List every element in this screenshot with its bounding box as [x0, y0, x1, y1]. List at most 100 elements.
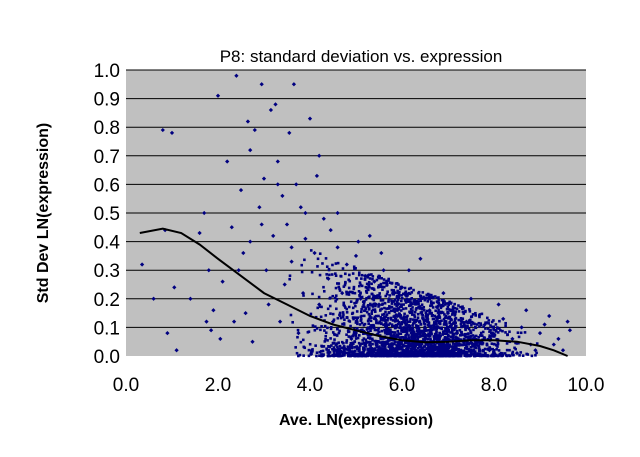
dense-point-2522: [384, 340, 388, 344]
dense-point-1904: [395, 348, 399, 352]
dense-point-911: [474, 311, 477, 315]
dense-point-1400: [356, 336, 360, 340]
dense-point-2061: [367, 288, 370, 292]
dense-point-1226: [346, 353, 350, 357]
dense-point-1122: [387, 277, 390, 281]
dense-point-2586: [416, 338, 420, 341]
dense-point-2336: [332, 332, 336, 336]
dense-point-1880: [406, 300, 410, 303]
dense-point-334: [315, 351, 319, 355]
data-point-45: [294, 182, 299, 187]
dense-point-935: [329, 327, 333, 331]
dense-point-628: [372, 298, 376, 302]
dense-point-448: [486, 337, 490, 341]
dense-point-2579: [338, 350, 342, 354]
dense-point-1528: [334, 299, 337, 303]
dense-point-1297: [436, 306, 439, 309]
dense-point-1822: [363, 275, 367, 278]
dense-point-1847: [478, 352, 482, 356]
dense-point-59: [349, 324, 352, 328]
dense-point-1817: [374, 304, 377, 308]
dense-point-2346: [404, 290, 408, 294]
dense-point-1900: [461, 351, 464, 355]
dense-point-657: [376, 329, 380, 332]
dense-point-426: [455, 329, 459, 333]
dense-point-177: [336, 316, 340, 320]
dense-point-1234: [376, 275, 380, 279]
dense-point-2597: [374, 295, 377, 298]
dense-point-1254: [453, 314, 457, 317]
dense-point-691: [426, 337, 430, 341]
dense-point-1856: [383, 315, 386, 319]
dense-point-2135: [443, 345, 447, 349]
dense-point-1641: [359, 318, 363, 321]
dense-point-2452: [355, 320, 359, 324]
dense-point-746: [412, 299, 416, 303]
dense-point-2070: [318, 305, 322, 308]
dense-point-2409: [288, 274, 292, 278]
dense-point-1763: [391, 319, 395, 322]
dense-point-2394: [309, 312, 313, 316]
dense-point-2053: [457, 337, 460, 340]
dense-point-1535: [417, 290, 421, 294]
data-point-116: [542, 322, 547, 327]
dense-point-1534: [459, 354, 463, 358]
dense-point-1753: [395, 305, 398, 308]
dense-point-1594: [346, 345, 350, 349]
dense-point-901: [394, 315, 397, 319]
dense-point-23: [381, 288, 384, 291]
dense-point-1696: [345, 339, 349, 342]
dense-point-872: [353, 267, 356, 271]
dense-point-610: [402, 307, 405, 311]
dense-point-216: [468, 321, 472, 325]
dense-point-1213: [387, 307, 391, 310]
dense-point-1023: [371, 337, 374, 341]
data-point-20: [231, 319, 237, 324]
dense-point-997: [366, 274, 370, 277]
dense-point-2462: [521, 354, 525, 357]
dense-point-2598: [377, 340, 381, 343]
dense-point-259: [407, 287, 411, 291]
dense-point-1597: [457, 351, 460, 354]
dense-point-1702: [364, 338, 368, 342]
dense-point-2542: [396, 341, 400, 344]
dense-point-1045: [419, 345, 423, 349]
dense-point-83: [383, 317, 386, 320]
dense-point-1678: [352, 265, 356, 269]
dense-point-2511: [338, 347, 341, 351]
dense-point-1653: [327, 349, 330, 352]
dense-point-988: [433, 295, 437, 298]
dense-point-2243: [311, 292, 314, 296]
dense-point-393: [358, 323, 362, 326]
dense-point-2550: [458, 328, 462, 332]
dense-point-1657: [427, 332, 430, 336]
dense-point-1728: [467, 319, 471, 322]
dense-point-2032: [455, 336, 458, 340]
dense-point-125: [408, 329, 412, 332]
dense-point-1494: [362, 314, 366, 318]
dense-point-2111: [406, 348, 410, 351]
dense-point-1371: [482, 325, 485, 329]
dense-point-2369: [405, 350, 408, 354]
dense-point-1684: [409, 331, 413, 335]
dense-point-2296: [463, 332, 467, 336]
dense-point-1529: [465, 351, 469, 355]
dense-point-274: [318, 273, 322, 277]
data-point-115: [524, 308, 529, 313]
dense-point-1939: [431, 344, 435, 348]
dense-point-2559: [480, 354, 484, 358]
data-point-32: [264, 268, 269, 273]
dense-point-2007: [329, 326, 333, 329]
dense-point-1142: [385, 283, 389, 286]
data-point-58: [344, 262, 349, 267]
dense-point-1497: [350, 344, 354, 348]
dense-point-255: [336, 261, 340, 265]
dense-point-323: [362, 341, 366, 345]
dense-point-1231: [355, 331, 358, 334]
dense-point-1851: [457, 304, 460, 307]
x-tick-label-2: 4.0: [297, 375, 323, 396]
dense-point-223: [354, 333, 358, 336]
dense-point-118: [315, 354, 318, 358]
dense-point-98: [289, 313, 293, 317]
data-point-90: [537, 330, 543, 336]
